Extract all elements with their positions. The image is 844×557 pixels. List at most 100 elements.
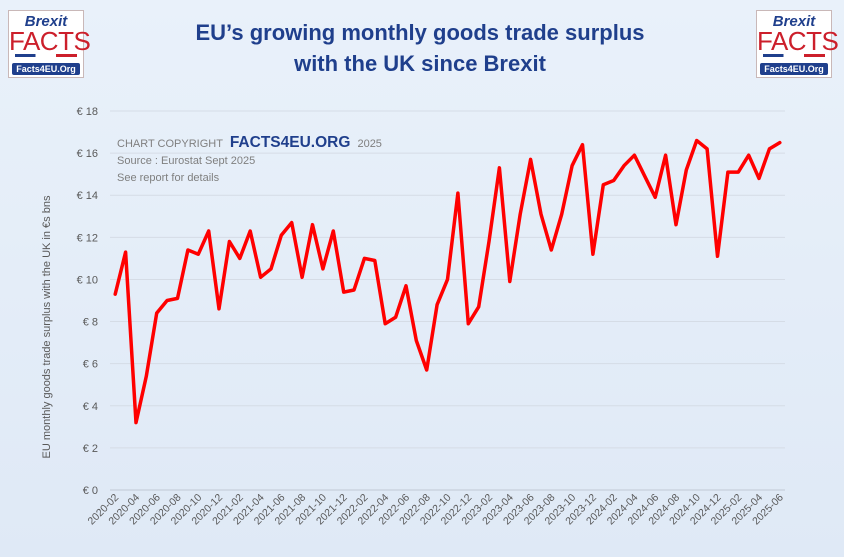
data-point — [685, 168, 688, 172]
data-point — [705, 147, 709, 151]
data-point — [518, 212, 522, 216]
data-point — [248, 229, 252, 233]
data-point — [383, 322, 387, 325]
chart-title-line-2: with the UK since Brexit — [294, 51, 546, 76]
data-point — [176, 297, 179, 300]
data-point — [280, 234, 283, 237]
data-point — [435, 303, 439, 306]
data-point — [570, 164, 574, 167]
data-point — [207, 229, 210, 233]
data-point — [165, 299, 169, 302]
data-point — [228, 240, 231, 243]
gridlines — [110, 110, 785, 491]
data-point — [737, 170, 740, 174]
y-tick-label: € 14 — [77, 190, 98, 202]
data-point — [622, 164, 626, 167]
y-tick-label: € 0 — [83, 485, 98, 497]
data-point — [269, 267, 273, 271]
data-point — [186, 248, 190, 252]
brexit-facts-logo-left: Brexit FACTS Facts4EU.Org — [8, 10, 91, 78]
data-point — [321, 267, 325, 271]
data-point — [633, 154, 636, 157]
logo-brand-main: FACTS — [757, 26, 839, 56]
data-point — [217, 307, 221, 311]
y-tick-label: € 18 — [77, 106, 98, 118]
y-tick-label: € 8 — [83, 317, 98, 329]
y-tick-label: € 16 — [77, 148, 98, 160]
logo-site-name: Facts4EU.Org — [760, 63, 828, 75]
svg-text:CHART COPYRIGHT FACTS4EU: CHART COPYRIGHT FACTS4EU.ORG 2025 — [117, 134, 382, 151]
data-point — [664, 154, 667, 157]
data-point — [425, 368, 428, 372]
data-point — [747, 154, 750, 157]
data-point — [467, 322, 470, 325]
data-point — [498, 166, 501, 170]
data-point — [529, 158, 532, 161]
y-tick-label: € 2 — [83, 443, 98, 455]
y-tick-label: € 6 — [83, 359, 98, 371]
data-point — [539, 212, 543, 216]
data-point — [197, 252, 200, 256]
data-point — [394, 316, 397, 319]
y-axis-tick-labels: € 0 € 2 € 4 € 6 € 8 € 10 € 12 € 14 € 16 € 18 — [77, 106, 98, 497]
data-point — [311, 223, 314, 226]
data-point — [716, 255, 719, 258]
data-point — [373, 259, 377, 262]
y-tick-label: € 12 — [77, 232, 98, 244]
data-point — [612, 179, 615, 182]
data-point — [643, 175, 647, 178]
data-point — [695, 139, 698, 142]
data-point — [352, 288, 356, 292]
y-tick-label: € 4 — [83, 401, 98, 413]
data-point — [456, 191, 460, 195]
report-note: See report for details — [117, 172, 220, 184]
source-note: Source : Eurostat Sept 2025 — [117, 155, 255, 167]
chart-title-line-1: EU’s growing monthly goods trade surplus — [195, 20, 645, 45]
data-point — [446, 278, 449, 281]
logo-brand-top: Brexit — [772, 13, 816, 30]
data-point — [155, 311, 158, 315]
data-point — [134, 421, 138, 424]
brexit-facts-logo-right: Brexit FACTS Facts4EU.Org — [756, 10, 839, 78]
data-point — [508, 280, 512, 283]
data-point — [259, 276, 262, 279]
logo-flag-stripe — [763, 54, 825, 57]
data-point — [602, 183, 605, 186]
logo-brand-main: FACTS — [9, 26, 91, 56]
copyright-brand: FACTS4EU.ORG — [230, 134, 351, 151]
data-point — [757, 177, 761, 180]
y-tick-label: € 10 — [77, 274, 98, 286]
data-point — [674, 223, 678, 226]
data-point — [726, 170, 730, 174]
series-layer — [113, 138, 782, 425]
data-point — [591, 252, 595, 256]
copyright-annotation: CHART COPYRIGHT FACTS4EU.ORG 2025 Source… — [117, 134, 382, 184]
data-point — [550, 248, 553, 252]
logo-brand-top: Brexit — [24, 13, 68, 30]
data-point — [487, 240, 491, 243]
data-point — [300, 276, 304, 279]
chart-title: EU’s growing monthly goods trade surplus… — [120, 17, 720, 79]
data-point — [653, 196, 657, 199]
data-point — [145, 375, 148, 378]
data-point — [415, 339, 418, 342]
data-point — [332, 229, 335, 233]
y-axis-label: EU monthly goods trade surplus with the … — [41, 195, 53, 458]
data-point — [581, 143, 584, 146]
data-point — [363, 257, 366, 260]
data-point — [560, 212, 563, 216]
data-point — [342, 290, 345, 294]
data-point — [778, 141, 782, 144]
copyright-year: 2025 — [357, 138, 381, 150]
data-point — [768, 147, 771, 151]
copyright-prefix: CHART COPYRIGHT — [117, 138, 223, 150]
data-point — [290, 221, 293, 224]
x-axis-tick-labels: 2020-022020-042020-062020-082020-102020-… — [86, 492, 786, 528]
logo-flag-stripe — [15, 54, 77, 57]
data-point — [113, 292, 117, 296]
data-point — [404, 284, 408, 287]
logo-site-name: Facts4EU.Org — [12, 63, 80, 75]
data-point — [477, 305, 480, 309]
data-point — [124, 250, 127, 254]
